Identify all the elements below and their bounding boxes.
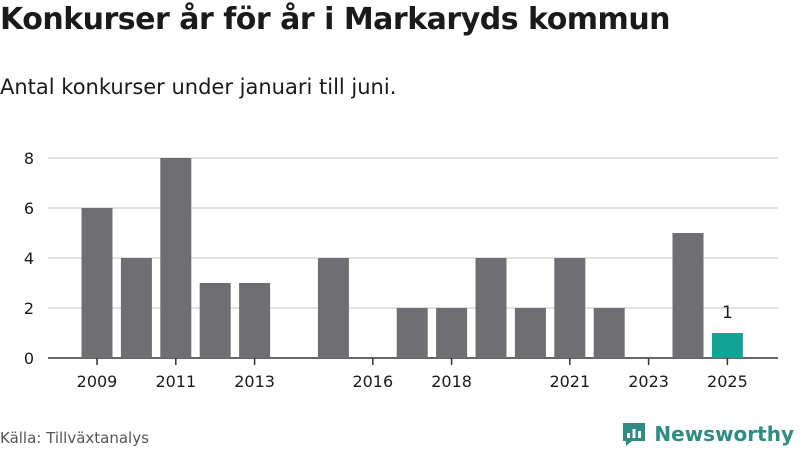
data-labels: 1 (722, 303, 733, 323)
x-tick-label: 2009 (77, 372, 118, 391)
bar-2017 (396, 308, 428, 358)
x-axis-ticks: 2009 2011 2013 2016 2018 2021 2023 2025 (77, 358, 748, 391)
data-label: 1 (722, 303, 733, 323)
bar-2022 (593, 308, 625, 358)
bar-2015 (317, 258, 349, 358)
x-tick-label: 2021 (549, 372, 590, 391)
bar-2025 (711, 333, 743, 358)
y-tick-label: 0 (24, 349, 34, 368)
bar-2024 (672, 233, 704, 358)
bar-2011 (160, 158, 192, 358)
y-tick-label: 6 (24, 199, 34, 218)
newsworthy-logo-icon (623, 423, 646, 446)
x-tick-label: 2011 (155, 372, 196, 391)
x-tick-label: 2016 (352, 372, 393, 391)
chart-subtitle: Antal konkurser under januari till juni. (0, 75, 397, 99)
bar-2019 (475, 258, 507, 358)
bar-2009 (81, 208, 113, 358)
y-axis-ticks: 0 2 4 6 8 (24, 149, 34, 368)
bar-2021 (554, 258, 586, 358)
source-note: Källa: Tillväxtanalys (0, 429, 149, 447)
y-tick-label: 2 (24, 299, 34, 318)
bar-2020 (514, 308, 546, 358)
bars (81, 158, 743, 358)
bar-2013 (239, 283, 271, 358)
bar-2012 (199, 283, 231, 358)
chart-title: Konkurser år för år i Markaryds kommun (0, 2, 671, 37)
brand-name: Newsworthy (654, 422, 794, 446)
x-tick-label: 2025 (707, 372, 748, 391)
brand: Newsworthy (620, 420, 794, 448)
x-tick-label: 2018 (431, 372, 472, 391)
bar-2018 (436, 308, 468, 358)
y-tick-label: 4 (24, 249, 34, 268)
x-tick-label: 2023 (628, 372, 669, 391)
y-tick-label: 8 (24, 149, 34, 168)
bar-2010 (120, 258, 152, 358)
x-tick-label: 2013 (234, 372, 275, 391)
